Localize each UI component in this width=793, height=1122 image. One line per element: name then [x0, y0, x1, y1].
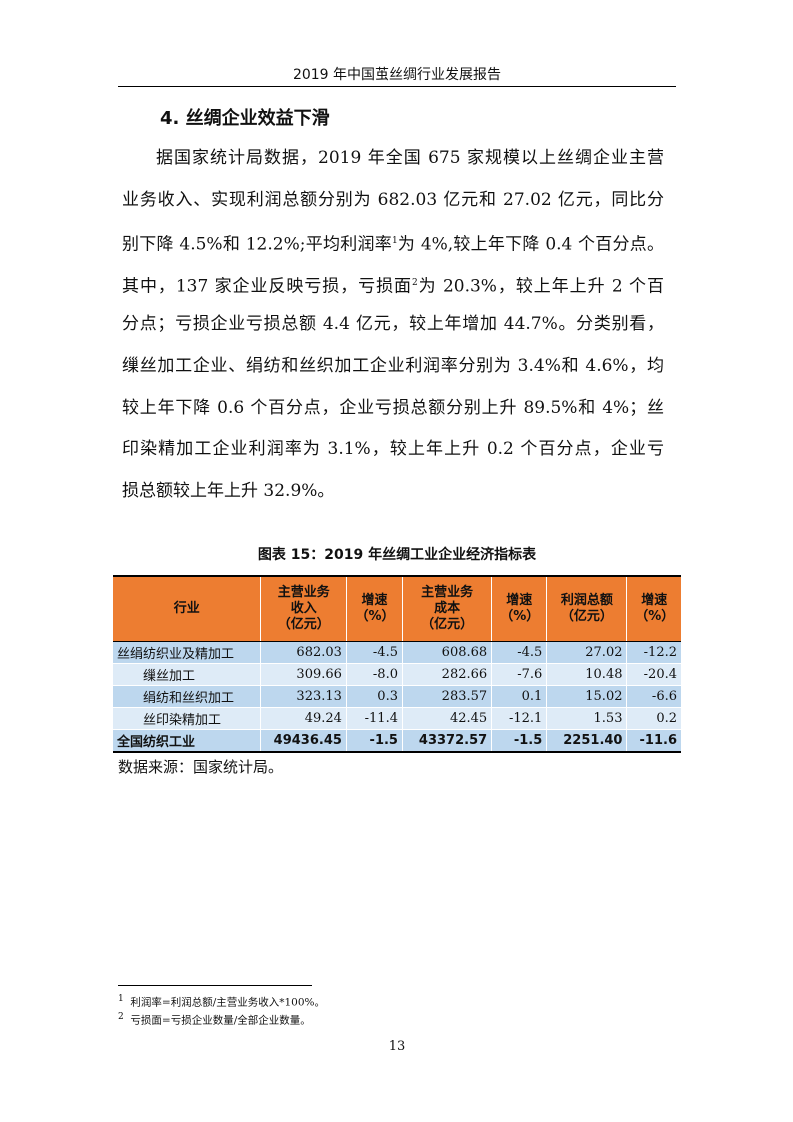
body-line: 其中，137 家企业反映亏损，亏损面2为 20.3%，较上年上升 2 个百	[122, 269, 664, 311]
table-cell: 27.02	[546, 641, 627, 664]
column-header: 增速（%）	[345, 575, 403, 642]
footnote-mark: 2	[118, 1012, 124, 1022]
footnote-ref: 1	[391, 236, 398, 247]
table-row: 绢纺和丝织加工 323.13 0.3 283.57 0.1 15.02 -6.6	[113, 685, 681, 708]
table-cell: 0.2	[626, 707, 681, 730]
section-title: 4. 丝绸企业效益下滑	[160, 108, 330, 129]
table-cell: 608.68	[401, 641, 492, 664]
table-cell: 10.48	[546, 663, 627, 686]
table-cell: 309.66	[260, 663, 347, 686]
body-line: 较上年下降 0.6 个百分点，企业亏损总额分别上升 89.5%和 4%；丝	[122, 397, 664, 418]
column-header-label: 增速（%）	[355, 593, 395, 624]
column-header-line: 利润总额	[560, 593, 613, 608]
column-header-line: （亿元）	[277, 617, 330, 632]
table-cell: 2251.40	[546, 729, 627, 753]
table-cell: -1.5	[345, 729, 403, 753]
row-label: 丝印染精加工	[113, 707, 261, 730]
column-header-label: 增速（%）	[635, 593, 675, 624]
table-cell: -12.1	[491, 707, 547, 730]
column-header-line: 主营业务	[421, 585, 474, 600]
table-caption: 图表 15：2019 年丝绸工业企业经济指标表	[257, 547, 537, 563]
body-line: 别下降 4.5%和 12.2%;平均利润率1为 4%,较上年下降 0.4 个百分…	[122, 227, 664, 269]
footnote-text: 利润率=利润总额/主营业务收入*100%。	[130, 996, 326, 1009]
table-cell: -12.2	[626, 641, 681, 664]
column-header: 增速（%）	[491, 575, 547, 642]
body-line: 业务收入、实现利润总额分别为 682.03 亿元和 27.02 亿元，同比分	[122, 189, 664, 210]
body-text: 别下降 4.5%和 12.2%;平均利润率	[122, 234, 392, 255]
table-cell: 282.66	[401, 663, 492, 686]
indicator-table: 行业 主营业务 收入 （亿元） 增速（%） 主营业务 成本 （亿元） 增速（%） 利润总额 （亿元）…	[113, 575, 681, 753]
table-cell: -20.4	[626, 663, 681, 686]
footnote-1: 1 利润率=利润总额/主营业务收入*100%。	[118, 994, 325, 1010]
column-header: 主营业务 成本 （亿元）	[401, 575, 492, 642]
row-label: 绢纺和丝织加工	[113, 685, 261, 708]
table-cell: 49.24	[260, 707, 347, 730]
table-cell: 15.02	[546, 685, 627, 708]
body-line: 分点；亏损企业亏损总额 4.4 亿元，较上年增加 44.7%。分类别看，	[122, 314, 664, 335]
table-cell: -11.6	[626, 729, 681, 753]
body-text: 其中，137 家企业反映亏损，亏损面	[122, 276, 412, 297]
table-cell: -1.5	[491, 729, 547, 753]
table-cell: 0.1	[491, 685, 547, 708]
footnote-2: 2 亏损面=亏损企业数量/全部企业数量。	[118, 1012, 311, 1028]
table-cell: 682.03	[260, 641, 347, 664]
row-label: 丝绢纺织业及精加工	[113, 641, 261, 664]
table-cell: -6.6	[626, 685, 681, 708]
body-line: 印染精加工企业利润率为 3.1%，较上年上升 0.2 个百分点，企业亏	[122, 439, 664, 460]
column-header-line: （亿元）	[421, 617, 474, 632]
table-header-row: 行业 主营业务 收入 （亿元） 增速（%） 主营业务 成本 （亿元） 增速（%） 利润总额 （亿元）…	[113, 575, 681, 642]
column-header: 主营业务 收入 （亿元）	[260, 575, 347, 642]
footnote-mark: 1	[118, 994, 124, 1004]
body-text: 为 4%,较上年下降 0.4 个百分点。	[397, 234, 664, 255]
column-header-line: 行业	[173, 601, 200, 616]
table-cell: -11.4	[345, 707, 403, 730]
footnote-text: 亏损面=亏损企业数量/全部企业数量。	[130, 1014, 311, 1027]
table-source: 数据来源：国家统计局。	[118, 758, 284, 776]
column-header-line: 主营业务	[277, 585, 330, 600]
body-paragraph: 据国家统计局数据，2019 年全国 675 家规模以上丝绸企业主营业务收入、实现…	[122, 144, 664, 518]
table-row: 丝绢纺织业及精加工 682.03 -4.5 608.68 -4.5 27.02 -12.2	[113, 641, 681, 664]
column-header: 行业	[113, 575, 261, 642]
table-cell: 42.45	[401, 707, 492, 730]
header-rule	[118, 86, 676, 87]
body-text: 为 20.3%，较上年上升 2 个百	[417, 276, 664, 297]
footnote-rule	[118, 985, 312, 986]
table-row: 丝印染精加工 49.24 -11.4 42.45 -12.1 1.53 0.2	[113, 707, 681, 730]
body-line: 缫丝加工企业、绢纺和丝织加工企业利润率分别为 3.4%和 4.6%，均	[122, 355, 664, 376]
column-header-line: 收入	[290, 601, 317, 616]
table-cell: 323.13	[260, 685, 347, 708]
column-header: 增速（%）	[626, 575, 681, 642]
footnote-ref: 2	[411, 277, 418, 288]
column-header-line: 成本	[434, 601, 461, 616]
table-cell: 1.53	[546, 707, 627, 730]
table-cell: -4.5	[491, 641, 547, 664]
table-cell: 43372.57	[401, 729, 492, 753]
table-cell: -8.0	[345, 663, 403, 686]
row-label: 全国纺织工业	[113, 729, 261, 753]
row-label: 缫丝加工	[113, 663, 261, 686]
running-header: 2019 年中国茧丝绸行业发展报告	[292, 67, 502, 83]
table-row: 缫丝加工 309.66 -8.0 282.66 -7.6 10.48 -20.4	[113, 663, 681, 686]
table-row: 全国纺织工业 49436.45 -1.5 43372.57 -1.5 2251.40 -11…	[113, 729, 681, 753]
column-header: 利润总额 （亿元）	[546, 575, 627, 642]
table-cell: 0.3	[345, 685, 403, 708]
column-header-label: 增速（%）	[500, 593, 540, 624]
page-number: 13	[388, 1039, 406, 1054]
table-cell: -4.5	[345, 641, 403, 664]
column-header-line: （亿元）	[560, 609, 613, 624]
body-line: 损总额较上年上升 32.9%。	[122, 480, 335, 501]
table-cell: 49436.45	[260, 729, 347, 753]
body-line: 据国家统计局数据，2019 年全国 675 家规模以上丝绸企业主营	[156, 148, 664, 168]
table-cell: 283.57	[401, 685, 492, 708]
table-cell: -7.6	[491, 663, 547, 686]
